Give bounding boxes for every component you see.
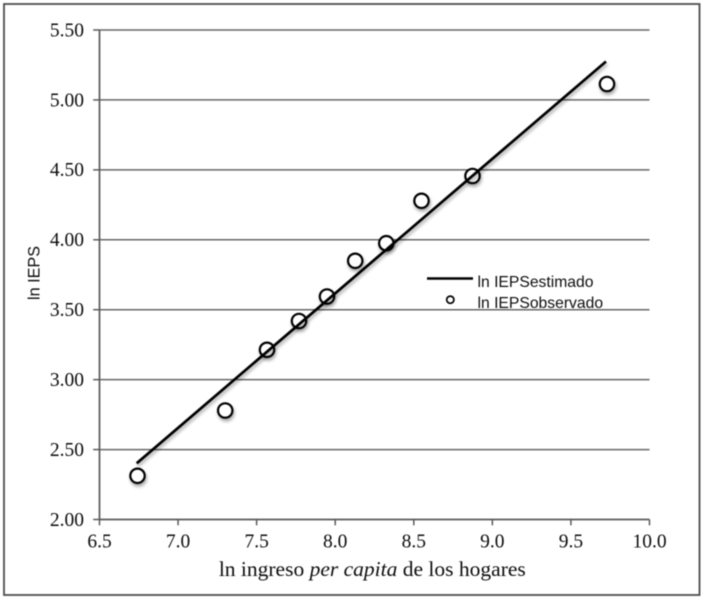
svg-text:3.00: 3.00 xyxy=(50,370,84,391)
svg-text:2.50: 2.50 xyxy=(50,440,84,461)
svg-text:ln IEPS: ln IEPS xyxy=(25,246,43,300)
svg-text:2.00: 2.00 xyxy=(50,510,84,531)
svg-text:10.0: 10.0 xyxy=(632,532,666,553)
svg-text:3.50: 3.50 xyxy=(50,300,84,321)
svg-text:8.5: 8.5 xyxy=(402,532,426,553)
svg-text:4.50: 4.50 xyxy=(50,160,84,181)
svg-text:ln IEPSestimado: ln IEPSestimado xyxy=(478,274,594,291)
svg-text:5.50: 5.50 xyxy=(50,20,84,41)
svg-text:ln ingreso per capita de los h: ln ingreso per capita de los hogares xyxy=(219,557,526,581)
svg-text:7.5: 7.5 xyxy=(244,532,268,553)
svg-text:4.00: 4.00 xyxy=(50,230,84,251)
svg-text:8.0: 8.0 xyxy=(323,532,347,553)
svg-text:9.5: 9.5 xyxy=(559,532,583,553)
svg-text:9.0: 9.0 xyxy=(480,532,504,553)
svg-text:7.0: 7.0 xyxy=(166,532,190,553)
svg-text:5.00: 5.00 xyxy=(50,90,84,111)
svg-text:6.5: 6.5 xyxy=(87,532,111,553)
svg-text:ln IEPSobservado: ln IEPSobservado xyxy=(478,295,604,312)
